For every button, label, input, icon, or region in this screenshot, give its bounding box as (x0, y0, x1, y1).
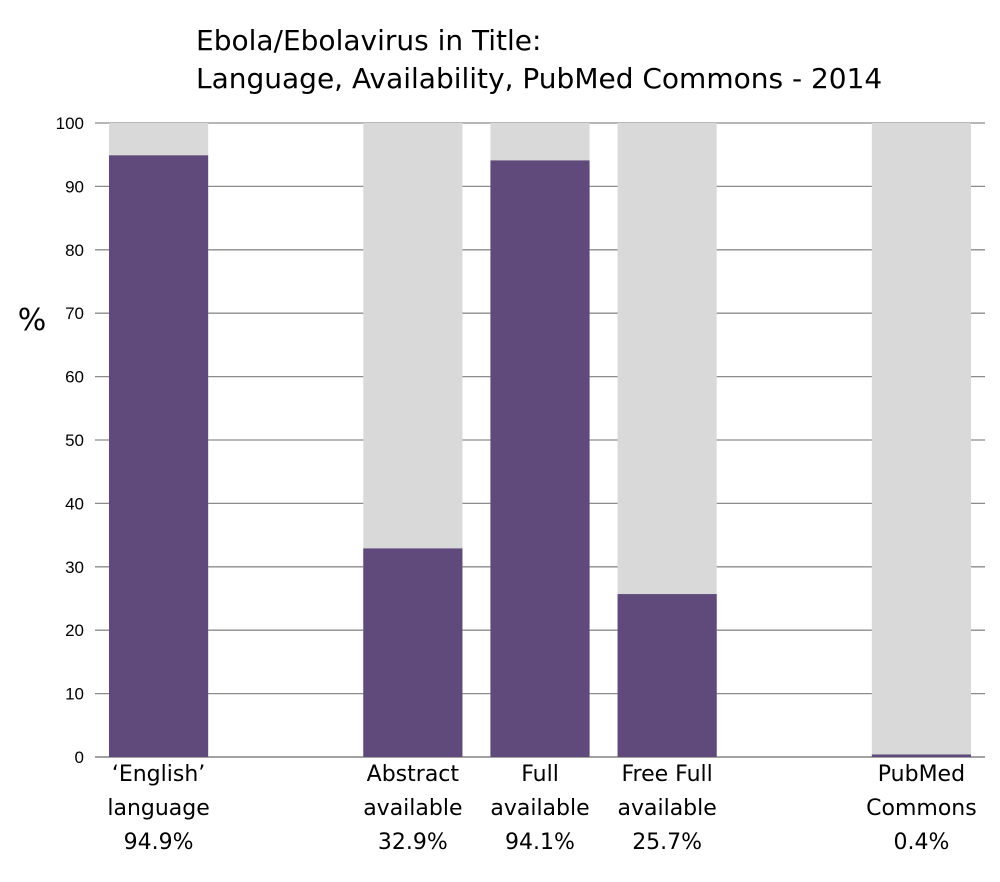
category-label: Abstract (367, 762, 460, 787)
y-tick-label: 50 (65, 431, 84, 450)
y-tick-label: 30 (65, 558, 84, 577)
bar (108, 155, 209, 758)
bar (363, 548, 463, 757)
category-label: 32.9% (378, 830, 448, 855)
bar (490, 160, 590, 757)
category-label: Free Full (621, 762, 712, 787)
chart-title: Ebola/Ebolavirus in Title: Language, Ava… (196, 24, 882, 95)
y-tick-label: 70 (65, 304, 84, 323)
category-label: 94.1% (505, 830, 575, 855)
y-tick-label: 80 (65, 241, 84, 260)
category-label: Commons (866, 796, 977, 821)
y-tick-label: 10 (65, 685, 84, 704)
category-label: 0.4% (893, 830, 949, 855)
category-label: Full (521, 762, 559, 787)
bar (617, 594, 717, 757)
y-tick-label: 20 (65, 621, 84, 640)
y-tick-label: 90 (65, 177, 84, 196)
chart-subtitle-line: Language, Availability, PubMed Commons -… (196, 62, 882, 95)
bars (108, 123, 972, 758)
y-axis-label: % (18, 303, 47, 338)
category-label: 94.9% (124, 830, 194, 855)
category-label: available (490, 796, 589, 821)
category-label: ‘English’ (112, 762, 205, 787)
bar (871, 754, 972, 757)
bar-remainder (871, 123, 972, 757)
y-tick-label: 100 (56, 114, 84, 133)
category-labels: ‘English’ language 94.9% Abstract available 3… (107, 762, 976, 855)
y-tick-labels: 0 10 20 30 40 50 60 70 80 90 100 (56, 114, 84, 767)
y-tick-label: 60 (65, 368, 84, 387)
category-label: available (363, 796, 462, 821)
category-label: language (107, 796, 209, 821)
category-label: 25.7% (632, 830, 702, 855)
y-tick-label: 40 (65, 494, 84, 513)
y-tick-label: 0 (75, 748, 84, 767)
chart-title-line: Ebola/Ebolavirus in Title: (196, 24, 541, 57)
category-label: PubMed (878, 762, 965, 787)
category-label: available (617, 796, 716, 821)
